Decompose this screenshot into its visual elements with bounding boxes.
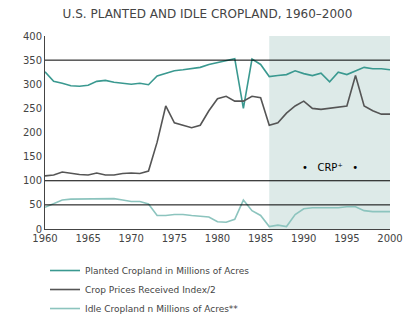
svg-text:1980: 1980 [205, 233, 230, 244]
svg-text:50: 50 [29, 199, 42, 210]
svg-text:1995: 1995 [334, 233, 359, 244]
svg-text:350: 350 [23, 55, 42, 66]
svg-text:100: 100 [23, 175, 42, 186]
svg-text:Idle Cropland n Millions of Ac: Idle Cropland n Millions of Acres** [85, 304, 238, 314]
svg-text:Planted Cropland in Millions o: Planted Cropland in Millions of Acres [85, 266, 249, 276]
svg-text:200: 200 [23, 127, 42, 138]
svg-text:1960: 1960 [32, 233, 57, 244]
svg-text:1975: 1975 [162, 233, 187, 244]
svg-text:0: 0 [36, 224, 42, 235]
svg-text:1970: 1970 [119, 233, 144, 244]
svg-text:150: 150 [23, 151, 42, 162]
svg-text:• CRP⁺ •: • CRP⁺ • [302, 162, 358, 173]
svg-text:2000: 2000 [377, 233, 402, 244]
svg-text:U.S. PLANTED AND IDLE CROPLAND: U.S. PLANTED AND IDLE CROPLAND, 1960–200… [63, 7, 353, 21]
svg-text:Crop Prices Received Index/2: Crop Prices Received Index/2 [85, 285, 216, 295]
svg-text:250: 250 [23, 103, 42, 114]
svg-text:400: 400 [23, 31, 42, 42]
svg-text:1965: 1965 [75, 233, 100, 244]
svg-text:300: 300 [23, 79, 42, 90]
svg-text:1985: 1985 [248, 233, 273, 244]
svg-text:1990: 1990 [291, 233, 316, 244]
